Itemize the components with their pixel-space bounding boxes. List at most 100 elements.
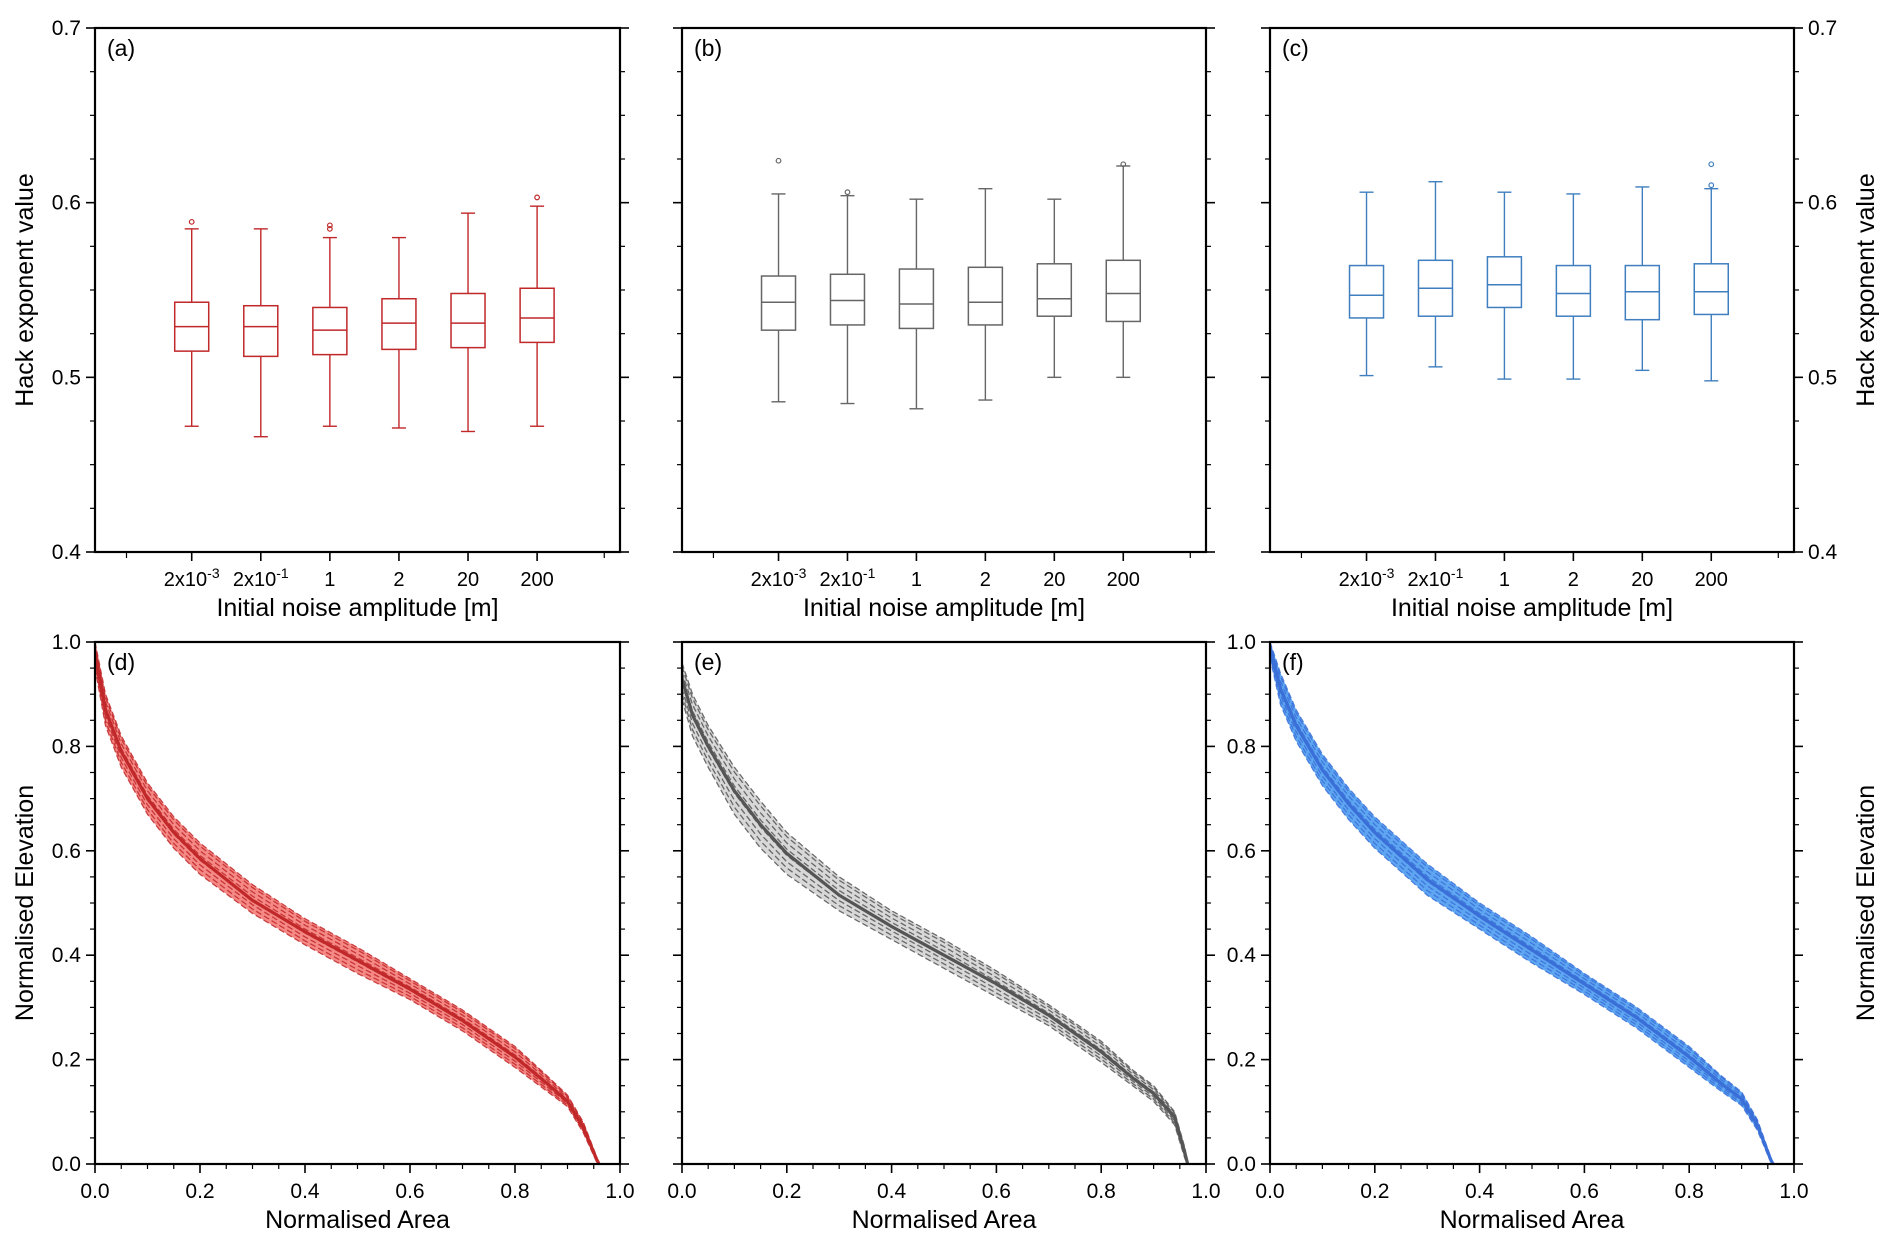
- ensemble-curve: [682, 677, 1189, 1164]
- x-axis-label: Normalised Area: [852, 1206, 1037, 1234]
- box-iqr: [1624, 264, 1661, 321]
- y-tick-label: 0.6: [1808, 192, 1837, 215]
- x-tick-label: 2x10-1: [233, 565, 289, 591]
- x-tick-label-base: 1: [324, 569, 335, 591]
- x-tick-label: 2x10-1: [820, 565, 876, 591]
- x-tick-label: 2: [980, 569, 991, 591]
- x-tick-label-base: 1: [911, 569, 922, 591]
- x-tick-label: 1.0: [605, 1180, 634, 1203]
- envelope-band: [682, 662, 1188, 1164]
- box-2: [243, 228, 279, 438]
- mean-curve: [1270, 646, 1775, 1164]
- ensemble-curve: [682, 671, 1189, 1164]
- box-iqr: [381, 297, 417, 351]
- y-tick-label: 0.8: [1227, 735, 1256, 758]
- ensemble-curve: [1270, 657, 1774, 1164]
- box-5: [450, 212, 486, 433]
- ensemble-curve: [95, 652, 600, 1164]
- x-tick-label: 0.4: [1465, 1180, 1495, 1203]
- plot-area: [95, 642, 601, 1164]
- x-tick-label: 0.4: [290, 1180, 320, 1203]
- x-tick-label: 1: [911, 569, 922, 591]
- x-tick-label-base: 1: [1499, 569, 1510, 591]
- box-iqr: [243, 304, 279, 358]
- ensemble-curve: [95, 660, 600, 1164]
- x-tick-label-base: 200: [1107, 569, 1140, 591]
- ensemble-curve: [1270, 642, 1774, 1164]
- x-tick-label: 20: [457, 569, 479, 591]
- box-6: [1693, 161, 1730, 382]
- x-tick-label: 0.6: [395, 1180, 424, 1203]
- box-iqr: [760, 275, 797, 331]
- box-3: [898, 198, 935, 410]
- x-tick-label-base: 20: [1631, 569, 1653, 591]
- outlier-point: [1708, 161, 1715, 168]
- x-tick-label: 20: [1043, 569, 1065, 591]
- ensemble-curve: [1270, 645, 1774, 1164]
- ensemble-curve: [1270, 643, 1774, 1164]
- mean-curve: [95, 652, 601, 1164]
- box-6: [519, 194, 555, 427]
- y-tick-label: 1.0: [52, 631, 81, 654]
- box-4: [381, 236, 417, 429]
- x-tick-label-base: 2x10: [164, 569, 207, 591]
- x-tick-label-base: 20: [1043, 569, 1065, 591]
- ensemble-curve: [1270, 652, 1774, 1164]
- y-tick-label: 0.8: [52, 735, 81, 758]
- ensemble-curve: [95, 648, 600, 1164]
- panel-label: (d): [107, 649, 135, 675]
- box-3: [1486, 191, 1523, 380]
- outlier-point: [326, 225, 333, 232]
- box-4: [1555, 193, 1592, 380]
- y-tick-label: 0.7: [1808, 17, 1837, 40]
- y-tick-label: 1.0: [1227, 631, 1256, 654]
- box-iqr: [1348, 264, 1385, 319]
- box-6: [1105, 161, 1142, 379]
- box-2: [829, 189, 866, 405]
- ensemble-curve: [95, 667, 600, 1164]
- plot-frame: [680, 640, 1208, 1166]
- x-tick-label: 200: [1695, 569, 1728, 591]
- y-tick-label: 0.4: [1227, 944, 1257, 967]
- ensemble-curve: [95, 644, 600, 1164]
- x-tick-label-base: 2: [1568, 569, 1579, 591]
- y-tick-label: 0.2: [1227, 1049, 1256, 1072]
- y-tick-label: 0.7: [52, 17, 81, 40]
- ensemble-curve: [682, 666, 1189, 1164]
- y-axis-label: Normalised Elevation: [1852, 785, 1880, 1021]
- x-tick-label: 2: [1568, 569, 1579, 591]
- x-tick-label-base: 200: [1695, 569, 1728, 591]
- ensemble-curve: [682, 662, 1189, 1164]
- x-tick-label: 0.4: [877, 1180, 907, 1203]
- box-5: [1036, 198, 1073, 379]
- ensemble-curve: [95, 642, 600, 1164]
- y-tick-label: 0.0: [52, 1153, 81, 1176]
- ensemble-curve: [682, 699, 1189, 1164]
- box-iqr: [1105, 259, 1142, 323]
- panel-label: (e): [694, 649, 722, 675]
- x-tick-label-base: 200: [520, 569, 553, 591]
- y-tick-label: 0.5: [52, 366, 81, 389]
- x-tick-label: 1.0: [1191, 1180, 1220, 1203]
- x-tick-label: 2: [393, 569, 404, 591]
- plot-area: [682, 662, 1190, 1164]
- x-axis-label: Initial noise amplitude [m]: [216, 594, 498, 622]
- envelope-band: [1270, 642, 1773, 1164]
- x-tick-label: 0.8: [500, 1180, 529, 1203]
- x-tick-label-exponent: -1: [276, 565, 289, 581]
- outlier-point: [1708, 182, 1715, 189]
- y-axis-label: Normalised Elevation: [11, 785, 39, 1021]
- x-tick-label: 0.2: [772, 1180, 801, 1203]
- box-iqr: [1555, 264, 1592, 317]
- x-tick-label-base: 2x10: [233, 569, 276, 591]
- x-axis-label: Initial noise amplitude [m]: [1391, 594, 1673, 622]
- outlier-point: [534, 194, 541, 201]
- x-tick-label: 1.0: [1779, 1180, 1808, 1203]
- y-tick-label: 0.6: [52, 840, 81, 863]
- outlier-point: [844, 189, 851, 196]
- envelope-band: [95, 642, 599, 1164]
- box-iqr: [1486, 256, 1523, 309]
- x-tick-label: 2x10-1: [1408, 565, 1464, 591]
